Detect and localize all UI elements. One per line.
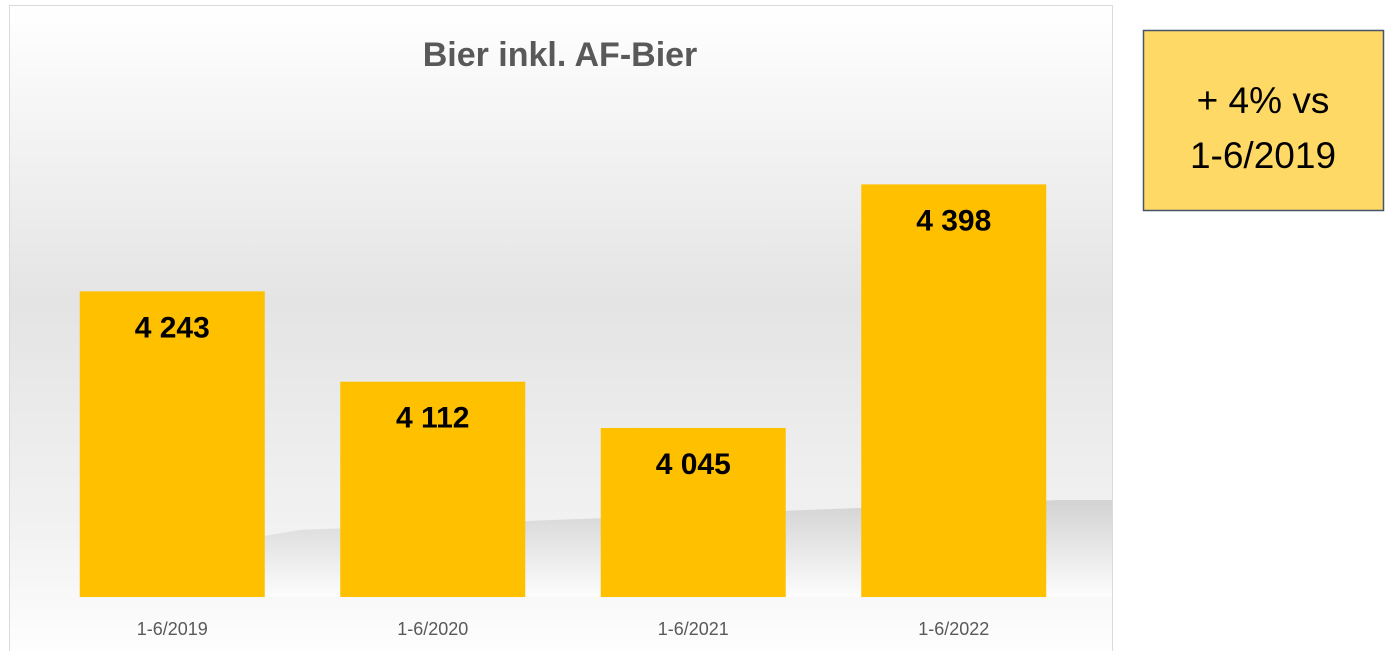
x-tick-label: 1-6/2022	[918, 619, 989, 639]
data-label: 4 045	[656, 448, 731, 481]
x-tick-label: 1-6/2019	[137, 619, 208, 639]
annotation-box	[1142, 29, 1385, 212]
bar	[79, 291, 265, 597]
x-tick-label: 1-6/2021	[658, 619, 729, 639]
bar	[340, 381, 526, 597]
bar	[861, 184, 1047, 597]
data-label: 4 112	[396, 402, 469, 435]
x-tick-label: 1-6/2020	[397, 619, 468, 639]
data-label: 4 243	[135, 311, 210, 344]
bar	[600, 427, 786, 597]
annotation: 1-6/2019	[1190, 135, 1336, 176]
chart-title: Bier inkl. AF-Bier	[423, 36, 698, 74]
annotation: + 4% vs	[1197, 80, 1330, 121]
data-label: 4 398	[916, 204, 991, 237]
